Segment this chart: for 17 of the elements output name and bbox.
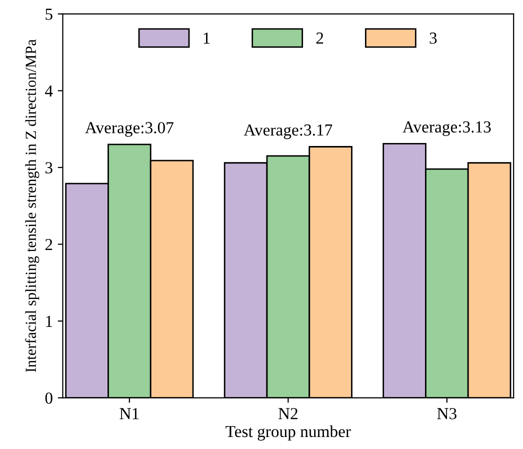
x-axis-title: Test group number [226, 425, 351, 441]
legend-label: 1 [204, 32, 210, 44]
x-tick-label: N1 [120, 408, 139, 420]
y-tick-label: 1 [46, 316, 52, 327]
y-tick-label: 0 [45, 392, 52, 404]
y-axis-title: Interfacial splitting tensile strength in Z direction/MPa [25, 39, 40, 372]
annotation: Average:3.17 [244, 124, 332, 140]
y-tick-label: 4 [45, 86, 53, 96]
y-tick-label: 3 [46, 162, 52, 174]
legend-label: 2 [316, 32, 324, 44]
x-tick-label: N2 [278, 408, 298, 420]
x-tick-label: N3 [437, 408, 456, 420]
legend-label: 3 [430, 32, 437, 44]
annotation: Average:3.13 [402, 121, 491, 136]
y-tick-label: 2 [45, 239, 52, 250]
y-tick-label: 5 [46, 8, 52, 20]
annotation: Average:3.07 [85, 122, 174, 137]
